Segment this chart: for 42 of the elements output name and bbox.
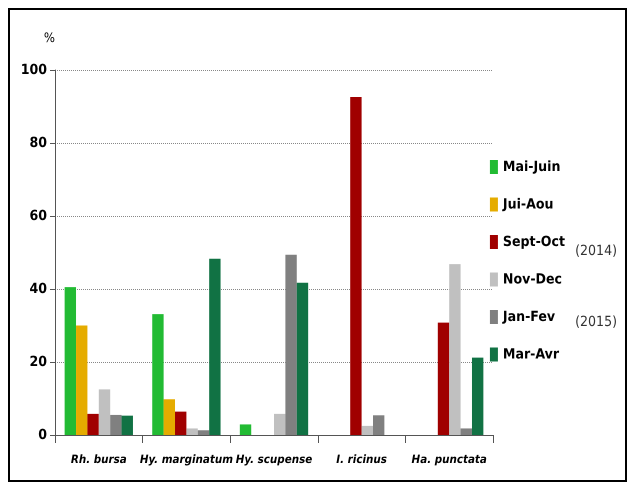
bar [110,414,122,435]
bar [186,428,198,435]
x-tick-label: Ha. punctata [412,452,487,466]
bar [240,424,252,435]
legend-label: Jan-Fev [502,309,556,325]
bar [152,314,164,435]
x-tick-label: Rh. bursa [70,452,127,466]
legend-label: Sept-Oct [502,234,565,250]
y-tick-label: 0 [38,427,48,443]
x-tick-label: Hy. marginatum [140,452,234,466]
x-tick-label: I. ricinus [336,452,387,466]
bar [76,326,88,435]
y-tick-label: 80 [29,135,48,151]
bar [296,282,308,435]
y-axis-title: % [44,31,55,46]
bar [460,428,472,435]
bar [438,322,450,435]
y-tick-label: 20 [29,354,48,370]
legend-label: Jui-Aou [502,196,554,212]
bar [164,399,176,435]
bar [64,287,76,435]
y-tick-label: 100 [20,62,48,78]
bar [87,414,99,435]
bar [122,416,133,435]
legend-label: Mar-Avr [502,346,560,362]
legend-label: Nov-Dec [502,272,562,288]
text: (2014) [575,243,618,259]
legend-label: Mai-Juin [502,159,560,175]
y-tick-label: 60 [29,208,48,224]
bar [274,414,286,435]
text: (2015) [575,314,618,330]
bar [98,389,110,435]
y-tick-label: 40 [29,281,48,297]
bar [449,264,461,435]
bar [175,412,186,435]
x-tick-label: Hy. scupense [236,452,312,466]
bar [472,358,484,435]
bar [198,430,210,435]
bar [209,258,221,435]
bar [350,97,362,435]
bar [362,426,373,435]
bar [372,415,384,435]
